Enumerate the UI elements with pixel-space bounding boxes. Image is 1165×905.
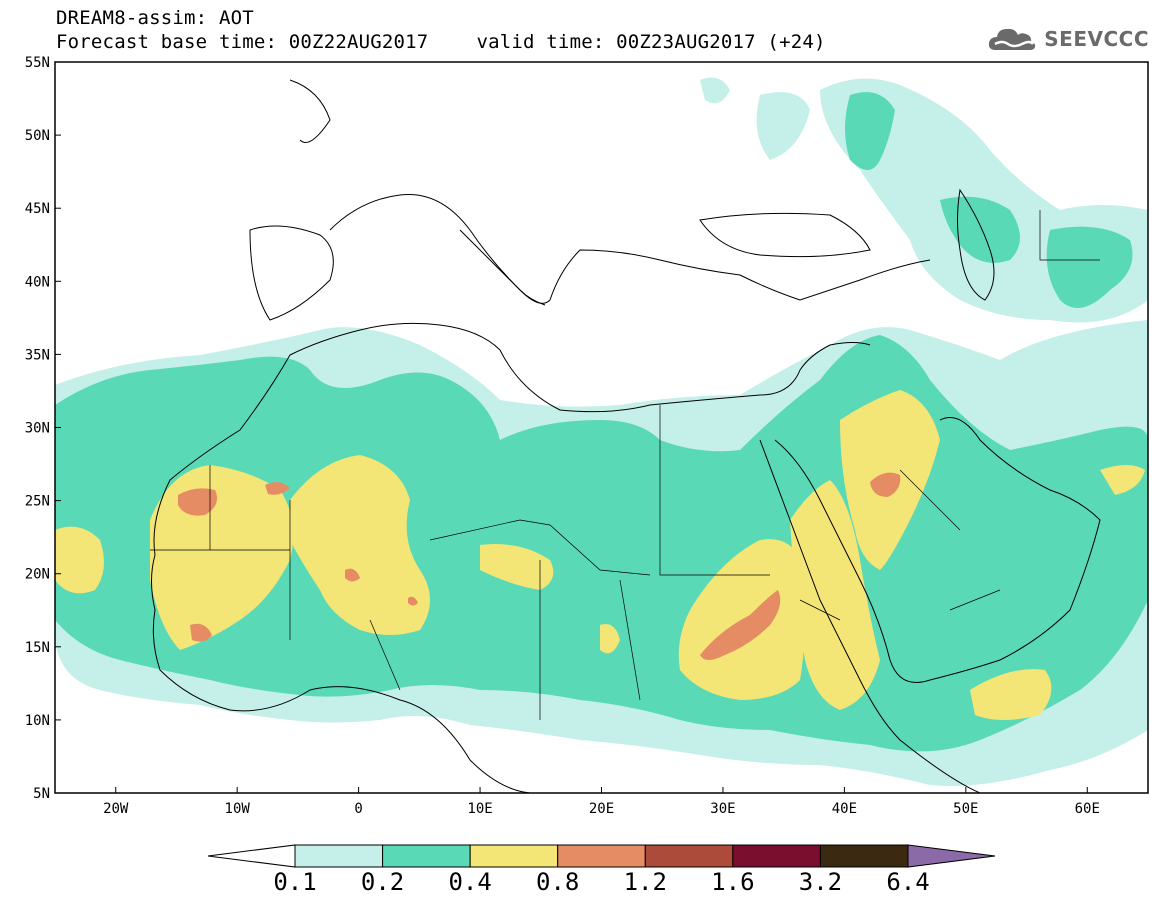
italy-coast <box>459 229 546 306</box>
colorbar-swatch <box>732 844 821 868</box>
latitude-axis: 5N 10N 15N 20N 25N 30N 35N 40N 45N 50N 55N <box>25 55 61 802</box>
colorbar-under-arrow <box>207 844 296 868</box>
longitude-axis: 20W 10W 0 10E 20E 30E 40E 50E 60E <box>103 787 1100 817</box>
black-sea-coast <box>699 212 871 258</box>
cloud-icon <box>989 28 1036 50</box>
aot-contour-0.4 <box>790 480 880 710</box>
lat-tick-label: 5N <box>33 786 50 802</box>
aot-contour-0.2 <box>1046 226 1133 308</box>
logo-text: SEEVCCC <box>1044 27 1149 51</box>
colorbar-swatch <box>469 844 559 868</box>
uk-coast <box>289 79 331 143</box>
seevccc-logo: SEEVCCC <box>986 24 1149 54</box>
aot-contour-0.4 <box>970 669 1052 720</box>
aot-contour-0.8 <box>190 623 212 642</box>
colorbar-swatch <box>382 844 471 868</box>
valid-time: valid time: 00Z23AUG2017 (+24) <box>476 31 826 53</box>
colorbar-swatch <box>557 844 646 868</box>
aot-contour-0.8 <box>408 596 418 606</box>
aot-contour-0.1 <box>700 77 730 104</box>
colorbar-label: 0.8 <box>536 868 580 896</box>
aot-field <box>55 77 1148 786</box>
north-africa-coast <box>153 322 871 556</box>
aot-contour-0.4 <box>1100 465 1145 495</box>
lon-tick-label: 40E <box>832 801 857 817</box>
aot-contour-0.2 <box>940 196 1020 263</box>
red-sea-coast-africa <box>759 439 981 793</box>
aot-contour-0.8 <box>870 472 901 497</box>
lat-tick-label: 20N <box>25 567 50 583</box>
colorbar-swatch <box>294 844 384 868</box>
aot-contour-0.8 <box>345 568 360 582</box>
forecast-times: Forecast base time: 00Z22AUG2017 valid ti… <box>56 31 826 53</box>
aot-contour-0.4 <box>480 544 554 590</box>
coastlines <box>150 79 1101 793</box>
colorbar-over-arrow <box>907 844 996 868</box>
aot-contour-0.4 <box>600 624 620 654</box>
lat-tick-label: 40N <box>25 274 50 290</box>
arabian-peninsula-coast <box>774 417 1101 683</box>
lon-tick-label: 0 <box>354 801 362 817</box>
colorbar-label: 0.4 <box>448 868 492 896</box>
central-asia-borders <box>1039 210 1100 261</box>
aot-contour-0.8 <box>700 590 781 660</box>
lon-tick-label: 30E <box>710 801 735 817</box>
lon-tick-label: 50E <box>953 801 978 817</box>
lat-tick-label: 35N <box>25 347 50 363</box>
colorbar-labels: 0.1 0.2 0.4 0.8 1.2 1.6 3.2 6.4 <box>0 868 1165 898</box>
aot-contour-0.1 <box>756 92 810 160</box>
colorbar-label: 0.2 <box>360 868 405 896</box>
aot-contour-0.8 <box>178 488 218 516</box>
aot-contour-0.2 <box>845 92 895 170</box>
aot-contour-0.4 <box>290 455 430 635</box>
aot-contour-0.8 <box>265 482 290 495</box>
colorbar-label: 1.6 <box>711 868 755 896</box>
colorbar-swatch <box>644 844 734 868</box>
lat-tick-label: 10N <box>25 713 50 729</box>
west-africa-coast <box>151 554 531 793</box>
lat-tick-label: 50N <box>25 128 50 144</box>
colorbar-label: 3.2 <box>798 868 843 896</box>
caspian-sea-coast <box>957 188 995 301</box>
colorbar <box>207 844 996 868</box>
colorbar-label: 0.1 <box>273 868 317 896</box>
lat-tick-label: 55N <box>25 55 50 71</box>
colorbar-label: 1.2 <box>623 868 667 896</box>
lat-tick-label: 45N <box>25 201 50 217</box>
lon-tick-label: 10E <box>467 801 492 817</box>
lon-tick-label: 20W <box>103 801 129 817</box>
southern-europe-coast <box>329 193 931 304</box>
colorbar-label: 6.4 <box>886 868 930 896</box>
lon-tick-label: 20E <box>589 801 614 817</box>
iberia-coast <box>249 225 334 321</box>
aot-contour-0.4 <box>55 526 104 594</box>
lat-tick-label: 30N <box>25 421 50 437</box>
lat-tick-label: 15N <box>25 640 50 656</box>
lon-tick-label: 60E <box>1075 801 1100 817</box>
base-time: Forecast base time: 00Z22AUG2017 <box>56 31 429 53</box>
chart-title: DREAM8-assim: AOT <box>56 7 254 29</box>
lat-tick-label: 25N <box>25 494 50 510</box>
lon-tick-label: 10W <box>225 801 251 817</box>
colorbar-swatch <box>819 844 909 868</box>
country-borders <box>150 405 1001 720</box>
